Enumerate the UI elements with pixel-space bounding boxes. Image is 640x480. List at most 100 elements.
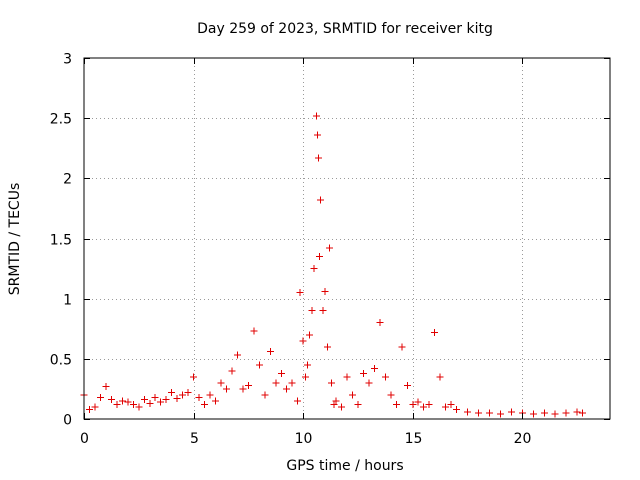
data-point <box>102 383 110 391</box>
data-point <box>403 381 411 389</box>
data-point <box>348 391 356 399</box>
data-point <box>283 385 291 393</box>
data-point <box>381 373 389 381</box>
data-point <box>184 389 192 397</box>
data-point <box>179 391 187 399</box>
data-point <box>140 396 148 404</box>
data-point <box>436 373 444 381</box>
plot-frame <box>83 57 611 420</box>
data-point <box>157 398 165 406</box>
y-tick-label: 0 <box>63 413 72 429</box>
data-point <box>442 403 450 411</box>
data-point <box>151 393 159 401</box>
data-point <box>328 379 336 387</box>
data-point <box>338 403 346 411</box>
y-tick-label: 2.5 <box>50 112 72 128</box>
data-point <box>321 287 329 295</box>
data-point <box>266 348 274 356</box>
x-tick-label: 5 <box>190 431 199 447</box>
data-point <box>425 401 433 409</box>
data-point <box>551 410 559 418</box>
ticks-layer: 0 0.5 1 1.5 2 2.5 3 0 5 10 15 20 <box>50 52 610 447</box>
data-point <box>343 373 351 381</box>
data-point <box>317 196 325 204</box>
data-point <box>376 319 384 327</box>
data-point <box>162 396 170 404</box>
data-point <box>168 389 176 397</box>
data-point <box>414 398 422 406</box>
data-point <box>398 343 406 351</box>
data-point <box>118 397 126 405</box>
y-tick-label: 0.5 <box>50 353 72 369</box>
data-point <box>529 410 537 418</box>
data-point <box>255 361 263 369</box>
data-point <box>313 131 321 139</box>
data-point <box>325 244 333 252</box>
data-point <box>124 398 132 406</box>
data-point <box>315 154 323 162</box>
data-point <box>113 401 121 409</box>
data-point <box>277 369 285 377</box>
grid-layer <box>84 58 610 419</box>
data-point <box>294 397 302 405</box>
data-point <box>431 328 439 336</box>
data-point <box>579 409 587 417</box>
data-point <box>485 409 493 417</box>
data-point <box>312 112 320 120</box>
data-point <box>409 401 417 409</box>
data-point <box>496 410 504 418</box>
data-point <box>233 351 241 359</box>
data-point <box>464 408 472 416</box>
data-point <box>228 367 236 375</box>
data-point <box>146 399 154 407</box>
data-point <box>85 405 93 413</box>
data-point <box>562 409 570 417</box>
data-point <box>190 373 198 381</box>
data-point <box>212 397 219 405</box>
data-point <box>365 379 373 387</box>
x-tick-label: 10 <box>295 431 313 447</box>
data-point <box>195 393 203 401</box>
data-point <box>173 395 181 403</box>
data-point <box>129 401 137 409</box>
y-axis-label: SRMTID / TECUs <box>7 183 23 296</box>
data-point <box>323 343 331 351</box>
data-point <box>573 408 581 416</box>
data-point <box>316 253 324 261</box>
data-point <box>359 369 367 377</box>
data-point <box>354 401 362 409</box>
data-point <box>475 409 482 417</box>
y-tick-label: 2 <box>63 172 72 188</box>
data-point <box>222 385 230 393</box>
x-axis-label: GPS time / hours <box>286 458 403 474</box>
data-point <box>272 379 280 387</box>
data-point <box>299 337 307 345</box>
data-point <box>239 385 247 393</box>
data-point <box>304 361 312 369</box>
data-point <box>420 403 428 411</box>
data-point <box>392 401 400 409</box>
data-point <box>370 364 378 372</box>
data-points-layer <box>80 112 587 418</box>
data-point <box>447 401 455 409</box>
data-point <box>217 379 225 387</box>
data-point <box>91 403 99 411</box>
data-point <box>250 327 258 335</box>
chart-title: Day 259 of 2023, SRMTID for receiver kit… <box>197 21 493 37</box>
data-point <box>453 405 461 413</box>
data-point <box>96 393 104 401</box>
data-point <box>330 401 338 409</box>
x-tick-label: 20 <box>514 431 532 447</box>
data-point <box>261 391 269 399</box>
data-point <box>308 307 316 315</box>
x-tick-label: 0 <box>80 431 89 447</box>
data-point <box>201 401 209 409</box>
x-tick-label: 15 <box>405 431 423 447</box>
data-point <box>244 381 252 389</box>
data-point <box>206 391 214 399</box>
data-point <box>107 396 115 404</box>
data-point <box>507 408 515 416</box>
data-point <box>296 289 304 297</box>
